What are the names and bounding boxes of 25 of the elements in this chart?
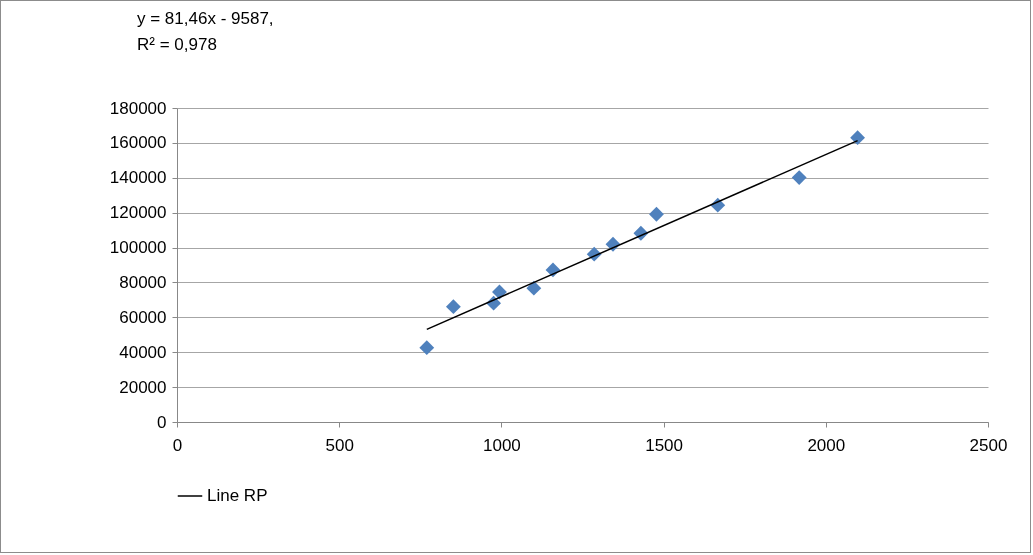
x-tick-label: 500 <box>325 435 354 455</box>
y-tick-label: 20000 <box>119 377 167 397</box>
point <box>850 130 866 146</box>
y-tick-label: 100000 <box>109 238 167 258</box>
x-tick-label: 1500 <box>645 435 684 455</box>
point <box>445 299 461 315</box>
x-tick-label: 1000 <box>482 435 521 455</box>
y-tick-label: 40000 <box>119 342 167 362</box>
y-tick-label: 140000 <box>109 168 167 188</box>
y-tick-label: 60000 <box>119 307 167 327</box>
point <box>791 170 807 186</box>
point <box>526 280 542 296</box>
y-tick-label: 160000 <box>109 133 167 153</box>
point <box>419 340 435 356</box>
legend-label: Line RP <box>207 486 268 505</box>
x-tick-label: 2000 <box>807 435 846 455</box>
y-tick-label: 120000 <box>109 203 167 223</box>
y-tick-label: 80000 <box>119 272 167 292</box>
text: R² = 0,978 <box>137 35 217 54</box>
x-tick-label: 2500 <box>969 435 1008 455</box>
y-tick-label: 180000 <box>109 98 167 118</box>
x-tick-label: 0 <box>172 435 183 455</box>
y-tick-label: 0 <box>157 412 167 432</box>
point <box>649 206 664 222</box>
text: y = 81,46x - 9587, <box>137 9 274 28</box>
